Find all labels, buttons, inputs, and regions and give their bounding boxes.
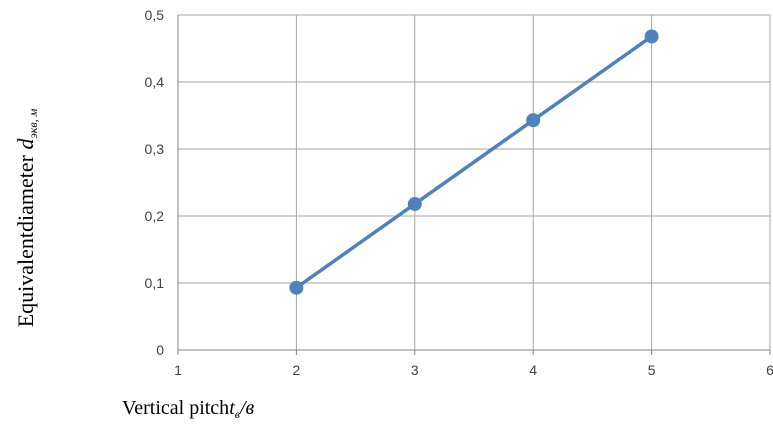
x-tick-label: 1 [174, 362, 182, 378]
y-tick-label: 0,2 [145, 208, 165, 224]
x-tick-labels: 1 2 3 4 5 6 [174, 362, 773, 378]
x-tick-label: 5 [648, 362, 656, 378]
data-point [526, 113, 541, 128]
x-axis-label-unit: /в [239, 397, 255, 419]
x-axis-label-main: Vertical pitch [122, 397, 229, 419]
y-tick-label: 0,4 [145, 74, 165, 90]
y-tick-label: 0,1 [145, 275, 165, 291]
x-axis-label: Vertical pitchtв/в [122, 397, 255, 421]
axes [177, 15, 771, 355]
data-point [289, 280, 304, 295]
y-tick-label: 0,3 [145, 141, 165, 157]
x-tick-label: 2 [293, 362, 301, 378]
x-tick-label: 6 [766, 362, 773, 378]
y-axis-label-unit: , м [26, 108, 40, 122]
y-tick-label: 0,5 [145, 7, 165, 23]
y-axis-label: Equivalentdiameter dэкв, м [13, 108, 40, 327]
x-axis-label-subscript: в [235, 407, 240, 421]
y-axis-label-symbol: d [13, 138, 38, 150]
y-tick-labels: 0 0,1 0,2 0,3 0,4 0,5 [145, 7, 165, 358]
x-axis-label-symbol: t [229, 397, 235, 419]
y-axis-label-subscript: экв [26, 122, 40, 138]
gridlines [178, 14, 771, 350]
series-line [295, 35, 653, 290]
data-point [644, 29, 659, 44]
y-tick-label: 0 [156, 342, 164, 358]
x-tick-label: 4 [529, 362, 537, 378]
series-group [289, 29, 659, 295]
data-point [407, 196, 422, 211]
x-tick-label: 3 [411, 362, 419, 378]
y-axis-label-main: Equivalentdiameter [13, 150, 38, 328]
